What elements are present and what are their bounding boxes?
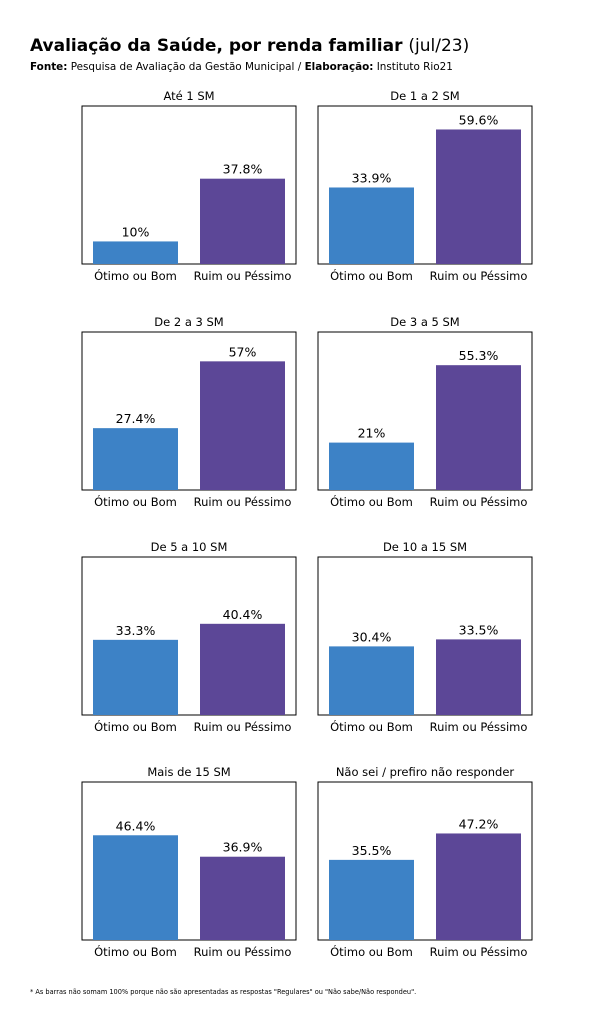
data-label: 40.4% <box>223 607 263 622</box>
credit-text: Instituto Rio21 <box>376 61 453 73</box>
bar <box>200 178 285 264</box>
title-main: Avaliação da Saúde, por renda familiar <box>30 36 403 56</box>
data-label: 37.8% <box>223 162 263 177</box>
bar <box>436 129 521 264</box>
data-label: 55.3% <box>459 348 499 363</box>
x-tick-label: Ruim ou Péssimo <box>430 945 528 959</box>
data-label: 30.4% <box>352 629 392 644</box>
data-label: 36.9% <box>223 840 263 855</box>
source-line: Fonte: Pesquisa de Avaliação da Gestão M… <box>30 61 600 73</box>
x-tick-label: Ótimo ou Bom <box>330 494 413 509</box>
x-tick-label: Ótimo ou Bom <box>330 268 413 283</box>
panel-title: De 3 a 5 SM <box>390 315 459 329</box>
data-label: 10% <box>122 224 150 239</box>
bar <box>200 856 285 940</box>
bar <box>93 241 178 264</box>
chart-header: Avaliação da Saúde, por renda familiar (… <box>30 36 600 73</box>
panel-title: Até 1 SM <box>163 89 214 103</box>
x-tick-label: Ruim ou Péssimo <box>194 720 292 734</box>
x-tick-label: Ótimo ou Bom <box>94 268 177 283</box>
title-period: (jul/23) <box>408 36 470 56</box>
x-tick-label: Ótimo ou Bom <box>330 944 413 959</box>
data-label: 57% <box>229 344 257 359</box>
page-title: Avaliação da Saúde, por renda familiar (… <box>30 36 600 56</box>
bar <box>93 835 178 940</box>
x-tick-label: Ótimo ou Bom <box>94 494 177 509</box>
x-tick-label: Ótimo ou Bom <box>94 719 177 734</box>
bar <box>93 428 178 490</box>
bar <box>436 639 521 715</box>
bar <box>329 859 414 940</box>
bar <box>436 833 521 940</box>
bar <box>200 361 285 490</box>
bar <box>329 442 414 490</box>
x-tick-label: Ruim ou Péssimo <box>194 495 292 509</box>
data-label: 47.2% <box>459 816 499 831</box>
panel-frame <box>81 781 297 941</box>
bar <box>436 365 521 490</box>
bar <box>329 187 414 264</box>
panel-frame <box>317 556 533 716</box>
data-label: 35.5% <box>352 843 392 858</box>
data-label: 33.5% <box>459 622 499 637</box>
panel-frame <box>81 105 297 265</box>
x-tick-label: Ruim ou Péssimo <box>430 720 528 734</box>
source-text: Pesquisa de Avaliação da Gestão Municipa… <box>70 61 302 73</box>
x-tick-label: Ótimo ou Bom <box>94 944 177 959</box>
credit-label: Elaboração: <box>304 61 374 73</box>
panel-title: De 2 a 3 SM <box>154 315 223 329</box>
footnote: * As barras não somam 100% porque não sã… <box>30 988 417 996</box>
panel-title: De 5 a 10 SM <box>151 540 228 554</box>
panel-frame <box>317 781 533 941</box>
x-tick-label: Ótimo ou Bom <box>330 719 413 734</box>
x-tick-label: Ruim ou Péssimo <box>194 945 292 959</box>
bar <box>200 623 285 715</box>
data-label: 27.4% <box>116 411 156 426</box>
panel-title: Mais de 15 SM <box>147 765 230 779</box>
data-label: 33.9% <box>352 170 392 185</box>
panel-frame <box>81 556 297 716</box>
bar <box>93 639 178 715</box>
x-tick-label: Ruim ou Péssimo <box>194 269 292 283</box>
panel-title: De 1 a 2 SM <box>390 89 459 103</box>
data-label: 46.4% <box>116 818 156 833</box>
source-label: Fonte: <box>30 61 68 73</box>
x-tick-label: Ruim ou Péssimo <box>430 269 528 283</box>
data-label: 59.6% <box>459 112 499 127</box>
panel-frame <box>317 105 533 265</box>
panel-title: Não sei / prefiro não responder <box>336 765 515 779</box>
panel-title: De 10 a 15 SM <box>383 540 467 554</box>
panel-frame <box>81 331 297 491</box>
data-label: 21% <box>358 426 386 441</box>
data-label: 33.3% <box>116 623 156 638</box>
panel-frame <box>317 331 533 491</box>
bar <box>329 646 414 715</box>
x-tick-label: Ruim ou Péssimo <box>430 495 528 509</box>
